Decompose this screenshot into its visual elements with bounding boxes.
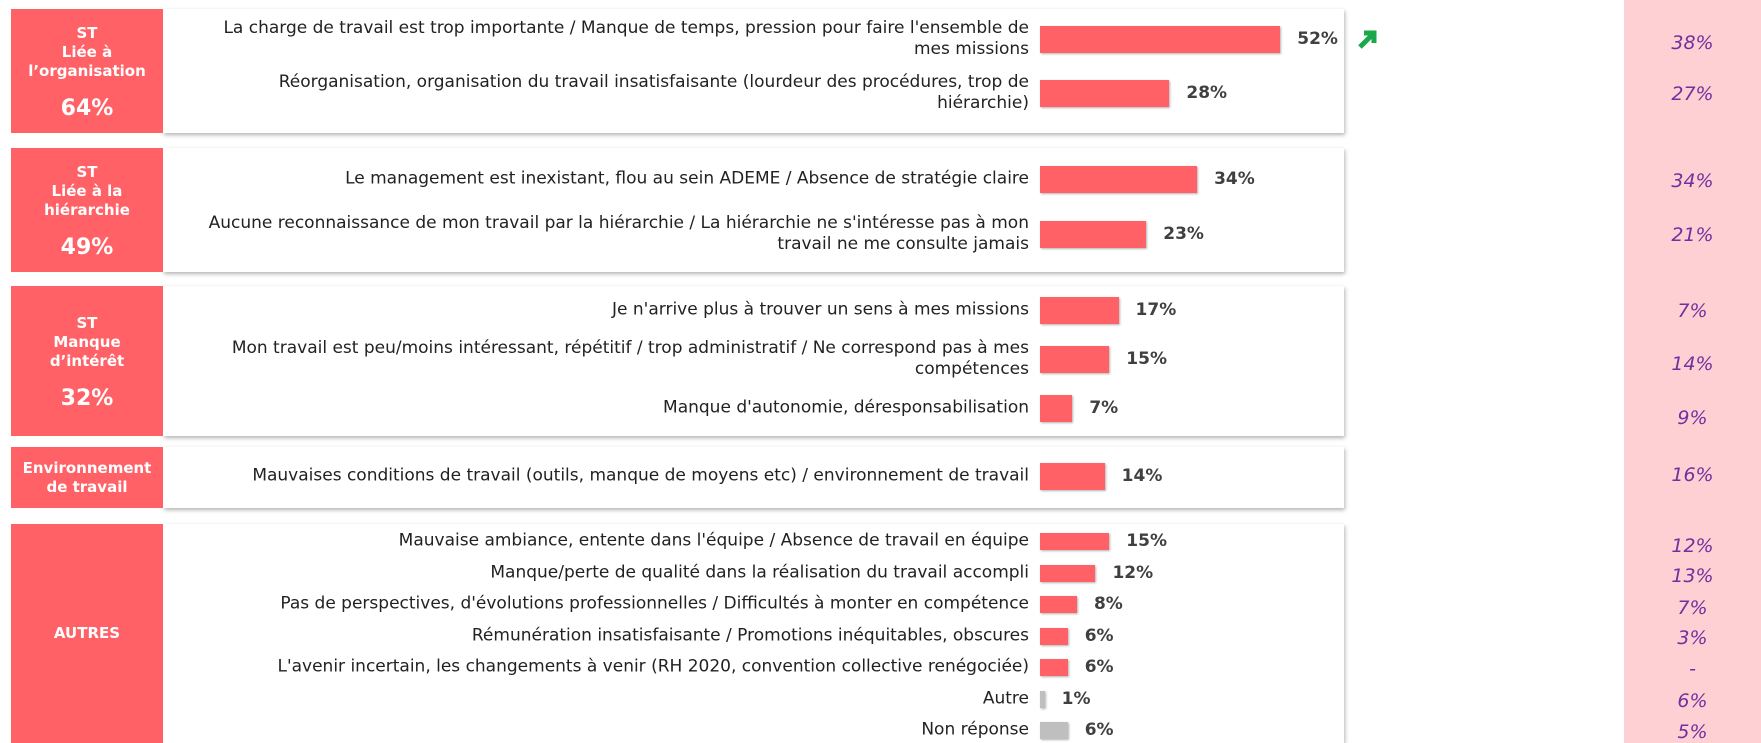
group-title-line: Liée à la (51, 182, 123, 200)
value-label: 52% (1297, 29, 1338, 49)
bar (1040, 627, 1068, 645)
category-label: Réorganisation, organisation du travail … (278, 72, 1029, 113)
category-label: L'avenir incertain, les changements à ve… (277, 656, 1029, 677)
group-box (163, 447, 1344, 508)
bar (1040, 25, 1281, 53)
category-label: Le management est inexistant, flou au se… (345, 168, 1029, 189)
group-title-line: de travail (46, 477, 128, 496)
category-label: La charge de travail est trop importante… (223, 18, 1029, 59)
group-title-line: ST (76, 24, 98, 42)
group-title-line: d’intérêt (49, 352, 125, 370)
group-title-line: Environnement (22, 458, 152, 477)
category-label: Pas de perspectives, d'évolutions profes… (280, 593, 1029, 614)
group-title-line: Liée à (61, 43, 113, 61)
previous-value: 13% (1671, 565, 1714, 587)
group-panel: ST Liée à la hiérarchie 49% (11, 148, 163, 272)
group-total: 32% (60, 386, 114, 411)
group-panel: AUTRES (11, 524, 163, 743)
value-label: 8% (1093, 594, 1123, 614)
previous-value: 7% (1677, 597, 1708, 619)
category-label: Je n'arrive plus à trouver un sens à mes… (612, 299, 1029, 320)
bar (1040, 220, 1147, 248)
group-box (163, 286, 1344, 436)
value-label: 1% (1061, 689, 1091, 709)
previous-value: 12% (1671, 535, 1714, 557)
previous-value: 6% (1677, 690, 1708, 712)
group-title-line: l’organisation (28, 62, 146, 80)
group-title: ST Liée à la hiérarchie (44, 163, 130, 220)
bar (1040, 345, 1110, 373)
value-label: 6% (1084, 657, 1114, 677)
bar (1040, 165, 1198, 193)
bar (1040, 296, 1119, 324)
category-label: Mauvaises conditions de travail (outils,… (252, 465, 1029, 486)
group-title: ST Liée à l’organisation (28, 24, 146, 81)
bar (1040, 564, 1096, 582)
previous-value: 34% (1671, 170, 1714, 192)
category-label: Aucune reconnaissance de mon travail par… (208, 213, 1029, 254)
value-label: 6% (1084, 720, 1114, 740)
value-label: 17% (1135, 300, 1177, 320)
value-label: 28% (1186, 83, 1228, 103)
value-label: 14% (1121, 466, 1163, 486)
value-label: 15% (1126, 349, 1167, 369)
group-total: 49% (60, 235, 114, 260)
category-label: Mon travail est peu/moins intéressant, r… (231, 338, 1029, 379)
bar (1040, 658, 1068, 676)
previous-value: - (1689, 658, 1696, 680)
previous-value: 16% (1671, 464, 1714, 486)
bar (1040, 394, 1073, 422)
category-label: Rémunération insatisfaisante / Promotion… (471, 625, 1029, 646)
group-title: AUTRES (54, 624, 120, 643)
previous-value: 21% (1671, 224, 1714, 246)
group-title: ST Manque d’intérêt (50, 314, 124, 371)
group-total: 64% (60, 96, 114, 121)
group-title-line: hiérarchie (44, 201, 130, 219)
previous-value: 38% (1671, 32, 1714, 54)
group-panel: ST Liée à l’organisation 64% (11, 9, 163, 133)
comparison-column (1624, 0, 1761, 743)
category-label: Mauvaise ambiance, entente dans l'équipe… (398, 530, 1029, 551)
value-label: 15% (1126, 531, 1167, 551)
category-label: Non réponse (921, 719, 1029, 740)
previous-value: 5% (1677, 721, 1708, 743)
bar (1040, 462, 1105, 490)
value-label: 12% (1112, 563, 1154, 583)
group-title-line: ST (76, 314, 98, 332)
category-label: Manque/perte de qualité dans la réalisat… (490, 562, 1029, 583)
group-title-line: AUTRES (53, 624, 121, 642)
bar (1040, 690, 1045, 708)
previous-value: 9% (1677, 407, 1708, 429)
previous-value: 7% (1677, 300, 1708, 322)
group-panel: Environnement de travail (11, 447, 163, 508)
trend-arrow (1358, 30, 1377, 49)
bar (1040, 721, 1068, 739)
value-label: 7% (1089, 398, 1119, 418)
bar (1040, 532, 1110, 550)
category-label: Autre (982, 688, 1029, 709)
bar (1040, 79, 1170, 107)
group-title-line: Manque (53, 333, 121, 351)
value-label: 34% (1214, 169, 1255, 189)
value-label: 6% (1084, 626, 1114, 646)
value-label: 23% (1163, 224, 1204, 244)
group-box (163, 524, 1344, 743)
group-title-line: ST (76, 163, 98, 181)
group-title: Environnement de travail (23, 459, 152, 497)
group-panel: ST Manque d’intérêt 32% (11, 286, 163, 436)
previous-value: 3% (1677, 627, 1708, 649)
previous-value: 27% (1671, 83, 1714, 105)
category-label: Manque d'autonomie, déresponsabilisation (663, 397, 1029, 418)
previous-value: 14% (1671, 353, 1714, 375)
bar (1040, 595, 1077, 613)
